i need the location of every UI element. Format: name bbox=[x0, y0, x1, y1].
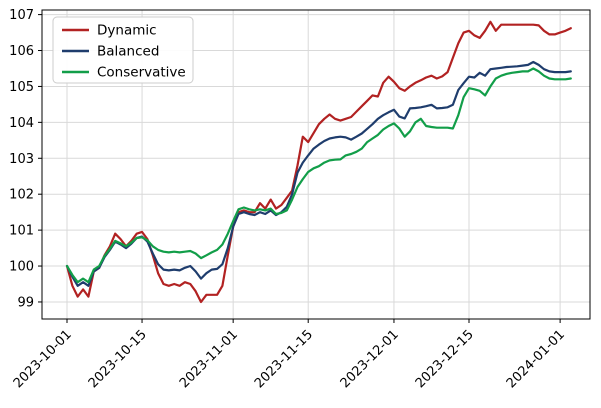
y-tick-label: 105 bbox=[9, 80, 34, 95]
x-tick-label: 2023-12-15 bbox=[413, 327, 477, 391]
x-tick-label: 2024-01-01 bbox=[504, 327, 568, 391]
x-axis-tick-labels: 2023-10-01 2023-10-15 2023-11-01 2023-11-15… bbox=[11, 327, 568, 391]
x-tick-label: 2023-12-01 bbox=[338, 327, 402, 391]
legend-label-balanced: Balanced bbox=[97, 44, 159, 60]
series-lines bbox=[65, 20, 572, 304]
plot-frame bbox=[41, 9, 591, 320]
y-tick-label: 102 bbox=[9, 188, 34, 203]
y-tick-label: 101 bbox=[9, 224, 34, 239]
legend-label-dynamic: Dynamic bbox=[97, 23, 157, 39]
legend-label-conservative: Conservative bbox=[97, 65, 186, 81]
x-tick-label: 2023-11-15 bbox=[252, 327, 316, 391]
axis-ticks bbox=[38, 14, 561, 323]
y-tick-label: 100 bbox=[9, 260, 34, 275]
y-tick-label: 106 bbox=[9, 44, 34, 59]
series-line-balanced bbox=[65, 60, 572, 287]
y-axis-tick-labels: 99 100 101 102 103 104 105 106 107 bbox=[9, 8, 34, 310]
legend-box bbox=[52, 16, 194, 84]
y-tick-label: 103 bbox=[9, 152, 34, 167]
x-tick-label: 2023-10-01 bbox=[11, 327, 75, 391]
x-tick-label: 2023-11-01 bbox=[177, 327, 241, 391]
series-line-conservative bbox=[65, 67, 572, 284]
y-tick-label: 107 bbox=[9, 8, 34, 23]
y-tick-label: 104 bbox=[9, 116, 34, 131]
y-tick-label: 99 bbox=[17, 295, 34, 310]
legend: Dynamic Balanced Conservative bbox=[52, 16, 194, 84]
x-tick-label: 2023-10-15 bbox=[86, 327, 150, 391]
